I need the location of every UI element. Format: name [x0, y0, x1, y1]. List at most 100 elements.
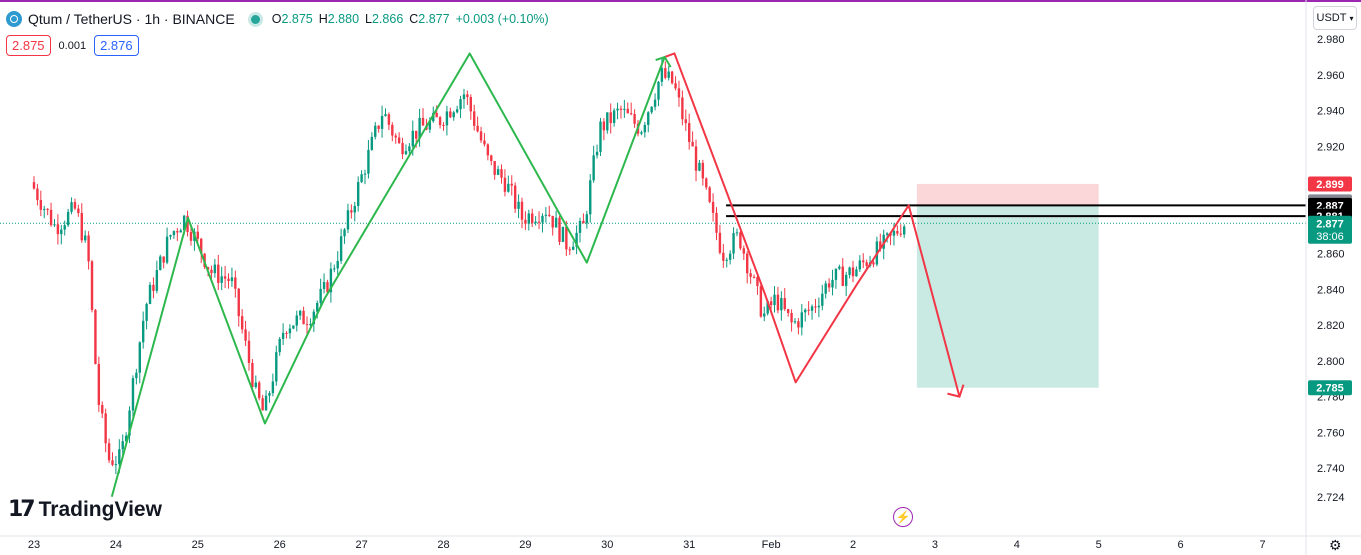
candle — [292, 325, 295, 330]
currency-selector[interactable]: USDT ▾ — [1313, 6, 1357, 30]
tradingview-logo-icon: 17 — [8, 497, 36, 522]
qtum-coin-icon — [6, 11, 22, 27]
candle — [684, 109, 687, 131]
take-profit-zone — [916, 205, 1099, 388]
x-tick-label: 6 — [1178, 539, 1184, 551]
candle — [449, 107, 452, 119]
candle — [227, 273, 230, 289]
candle — [629, 102, 633, 116]
candle — [131, 375, 135, 421]
short-position-tool — [916, 183, 1099, 388]
candle — [391, 122, 394, 142]
candle — [77, 204, 80, 217]
candle — [524, 211, 527, 230]
candle — [244, 320, 247, 347]
gear-icon[interactable]: ⚙ — [1329, 537, 1342, 553]
candle — [356, 176, 360, 212]
candle — [582, 213, 585, 224]
top-accent-line — [0, 0, 1361, 2]
candle — [469, 94, 472, 120]
candle — [66, 208, 70, 227]
candle — [258, 380, 261, 401]
candle — [32, 176, 36, 190]
candle — [476, 116, 479, 133]
candle — [305, 316, 309, 335]
candle — [360, 170, 363, 183]
candle — [237, 287, 240, 327]
candle — [804, 308, 807, 322]
x-tick-label: 4 — [1014, 539, 1020, 551]
candle — [599, 117, 602, 157]
sell-button[interactable]: 2.875 — [6, 35, 51, 56]
candle — [421, 108, 425, 126]
candle — [602, 118, 606, 141]
candle — [814, 298, 817, 314]
candle — [135, 368, 138, 385]
candle — [114, 455, 118, 475]
buy-button[interactable]: 2.876 — [94, 35, 139, 56]
candle — [773, 286, 776, 313]
symbol-title[interactable]: Qtum / TetherUS · 1h · BINANCE — [28, 11, 235, 27]
candle — [735, 228, 739, 237]
candle — [128, 406, 131, 444]
candle — [298, 309, 302, 320]
candle — [251, 359, 254, 393]
candle — [664, 61, 667, 80]
candle — [111, 452, 114, 467]
y-tick-label: 2.760 — [1317, 427, 1345, 439]
candle — [732, 227, 735, 260]
candle — [186, 210, 189, 237]
candle — [609, 103, 612, 134]
candle — [483, 133, 486, 147]
candle — [780, 291, 783, 321]
candle — [667, 65, 670, 81]
arrowhead — [655, 55, 672, 68]
candle — [756, 276, 759, 295]
candle — [155, 260, 159, 294]
candle — [60, 224, 63, 245]
svg-text:2.899: 2.899 — [1316, 179, 1344, 191]
candle — [397, 132, 401, 144]
candle — [404, 144, 408, 156]
candle — [807, 301, 810, 316]
candle — [589, 174, 592, 223]
candle — [466, 90, 469, 105]
candle — [486, 143, 490, 161]
candle — [722, 244, 725, 268]
trade-buttons: 2.875 0.001 2.876 — [6, 35, 139, 56]
candle — [585, 210, 589, 229]
candle — [138, 341, 141, 384]
svg-text:2.877: 2.877 — [1316, 218, 1344, 230]
candle — [783, 288, 786, 312]
candle — [384, 108, 387, 117]
candle — [752, 274, 756, 279]
candle — [848, 266, 851, 279]
candle — [121, 434, 124, 456]
candle — [578, 217, 582, 243]
candle — [531, 208, 534, 228]
candle — [107, 438, 111, 464]
symbol-legend[interactable]: Qtum / TetherUS · 1h · BINANCE O2.875 H2… — [6, 9, 549, 29]
candle — [223, 265, 227, 289]
x-tick-label: Feb — [762, 539, 781, 551]
candle — [708, 186, 711, 204]
candle — [213, 258, 217, 278]
x-tick-label: 31 — [683, 539, 695, 551]
lightning-icon[interactable]: ⚡ — [893, 507, 913, 527]
candle — [548, 205, 551, 217]
zigzag-pattern — [110, 52, 965, 498]
candle — [63, 220, 66, 236]
candle — [763, 306, 766, 322]
candle — [285, 331, 288, 339]
candle — [558, 215, 561, 246]
candle — [172, 230, 176, 239]
currency-label: USDT — [1316, 12, 1347, 24]
countdown-label: 38:06 — [1316, 231, 1344, 243]
tradingview-logo[interactable]: 17 TradingView — [8, 497, 162, 522]
candle — [46, 208, 49, 216]
candle — [606, 112, 609, 134]
candle — [234, 270, 237, 298]
